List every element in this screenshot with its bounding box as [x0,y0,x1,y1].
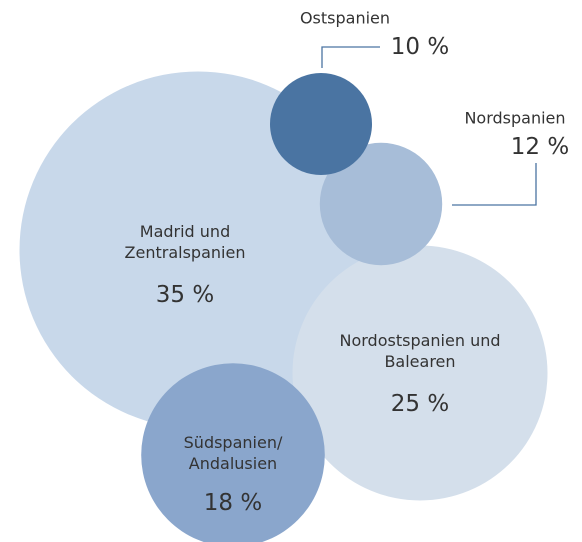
value-label: 18 % [203,490,263,516]
bubble [319,142,443,266]
connector [321,46,380,68]
value-label: 25 % [390,391,450,417]
connector [452,163,537,206]
value-label: 10 % [390,34,450,60]
bubble [270,73,372,175]
bubble-label: Südspanien/ Andalusien [183,433,283,473]
value-label: 12 % [510,134,570,160]
bubble-label: Nordspanien [464,108,566,128]
bubble-label: Ostspanien [299,8,391,28]
bubble-label: Madrid und Zentralspanien [124,222,246,262]
bubble [292,245,548,501]
value-label: 35 % [155,282,215,308]
bubble-label: Nordostspanien und Balearen [339,331,501,371]
bubble [141,363,325,542]
